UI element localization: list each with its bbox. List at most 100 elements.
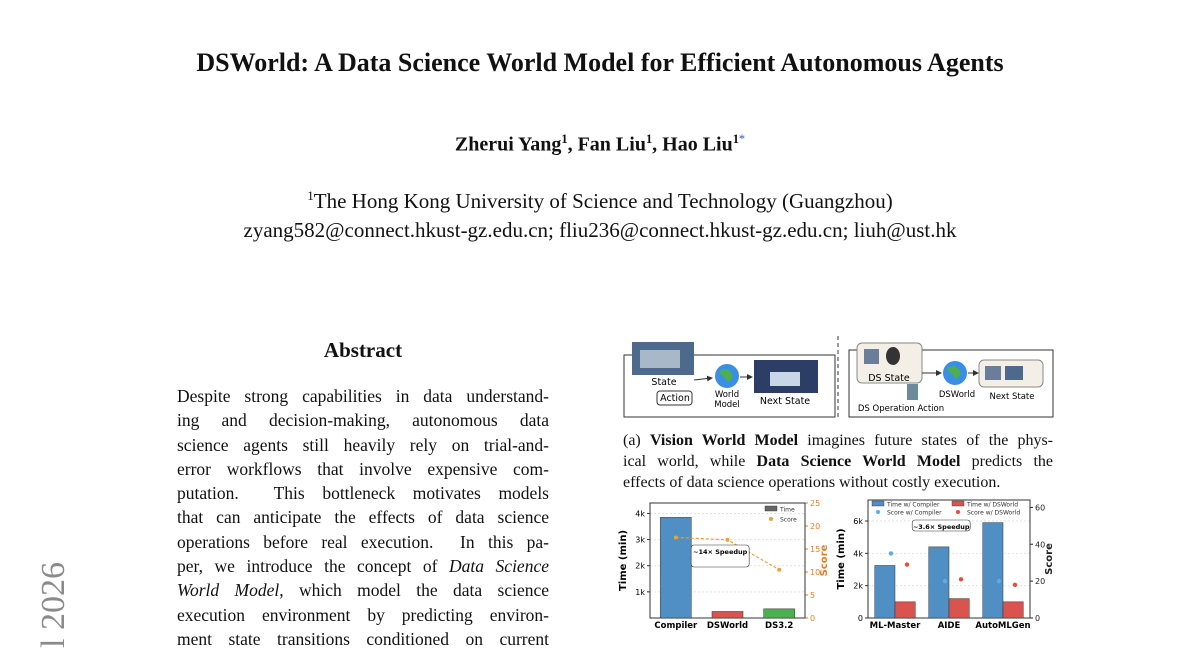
y2-tick-label: 20 <box>1035 577 1045 586</box>
legend-swatch <box>956 510 960 514</box>
author-name: Hao Liu <box>662 133 733 156</box>
text-run: ment state transitions conditioned on cu… <box>177 628 549 649</box>
emails: zyang582@connect.hkust-gz.edu.cn; fliu23… <box>243 218 957 242</box>
x-tick-label: DSWorld <box>707 621 748 631</box>
y2-tick-label: 10 <box>810 568 820 577</box>
text-run: effects of data science operations witho… <box>623 474 1001 491</box>
frame <box>623 354 836 418</box>
text-line: putation. This bottleneck motivates mode… <box>177 481 549 505</box>
y-tick-label: 4k <box>635 509 645 518</box>
line-point <box>777 567 782 572</box>
paper-title: DSWorld: A Data Science World Model for … <box>196 48 1004 77</box>
legend-label: Score w/ Compiler <box>887 510 942 517</box>
text-run: imagines future states of the phys- <box>798 432 1054 449</box>
bar <box>1002 601 1024 619</box>
label: DS Operation Action <box>858 404 944 414</box>
annotation: ~3.6× Speedup <box>913 523 970 531</box>
x-tick-label: Compiler <box>654 621 698 631</box>
y-tick-label: 0 <box>858 614 863 623</box>
globe-land <box>947 366 961 379</box>
text-run: ical world, while <box>623 453 757 470</box>
label: State <box>651 377 676 388</box>
text-run: Data Science World Model <box>756 453 961 470</box>
author-affiliation: 1 <box>561 132 568 146</box>
legend-swatch <box>951 500 965 507</box>
y-axis-label: Time (min) <box>618 530 629 591</box>
caption-a: (a) Vision World Model imagines future s… <box>623 430 1053 493</box>
image-detail <box>640 350 680 368</box>
legend-swatch <box>769 517 773 521</box>
y-tick-label: 6k <box>853 517 863 526</box>
legend-label: Score <box>780 517 797 524</box>
arrow <box>693 375 713 382</box>
legend-swatch <box>764 505 778 512</box>
text-run: (a) <box>623 432 650 449</box>
text-run: predicts the <box>960 453 1053 470</box>
label: Next State <box>760 396 810 407</box>
affiliation: 1The Hong Kong University of Science and… <box>0 188 1200 214</box>
bar <box>711 611 744 619</box>
y2-tick-label: 0 <box>1035 614 1040 623</box>
text-run: Despite strong capabilities in data unde… <box>177 386 549 406</box>
score-point <box>888 551 894 556</box>
text-run: that can anticipate the effects of data … <box>177 507 549 528</box>
x-tick-label: ML-Master <box>870 621 921 631</box>
text-line: ment state transitions conditioned on cu… <box>177 627 549 651</box>
bar <box>894 601 916 619</box>
bar <box>874 565 896 619</box>
x-tick-label: AIDE <box>938 621 961 631</box>
text-line: World Model, which model the data scienc… <box>177 578 549 602</box>
text-run: World Model <box>177 580 280 601</box>
text-line: science agents still heavily rely on tri… <box>177 433 549 457</box>
legend-label: Time w/ DSWorld <box>966 502 1018 509</box>
line-point <box>725 537 730 542</box>
author-separator: , <box>652 133 663 156</box>
y2-tick-label: 15 <box>810 545 820 554</box>
bar <box>982 522 1004 619</box>
diagram: State Action World Model Next State DS S… <box>623 336 1054 418</box>
author-name: Fan Liu <box>577 133 646 156</box>
y2-tick-label: 40 <box>1035 540 1045 549</box>
legend-label: Score w/ DSWorld <box>967 510 1020 517</box>
annotation: ~14× Speedup <box>693 548 748 556</box>
authors: Zherui Yang1, Fan Liu1, Hao Liu1* <box>0 132 1200 157</box>
author-separator: , <box>567 133 578 156</box>
y2-tick-label: 20 <box>810 522 820 531</box>
text-line: error workflows that involve expensive c… <box>177 457 549 481</box>
y2-axis-label: Score <box>1044 543 1055 575</box>
globe-land <box>719 369 733 382</box>
score-point <box>942 578 948 584</box>
text-run: Data Science <box>449 556 549 577</box>
text-run: operations before real execution. In thi… <box>177 531 549 552</box>
icon <box>886 347 900 365</box>
text-line: effects of data science operations witho… <box>623 472 1053 493</box>
label: DS State <box>868 373 910 384</box>
y-axis-label: Time (min) <box>836 528 847 589</box>
y2-tick-label: 60 <box>1035 503 1045 512</box>
corresponding-mark: * <box>738 132 746 146</box>
score-point <box>904 562 910 567</box>
y-tick-label: 1k <box>635 588 645 597</box>
y2-tick-label: 5 <box>810 591 815 600</box>
label: DSWorld <box>939 390 975 400</box>
text-line: ical world, while Data Science World Mod… <box>623 451 1053 472</box>
score-point <box>1012 582 1018 588</box>
line-point <box>673 535 678 540</box>
annotation-box <box>911 519 971 532</box>
bar <box>660 517 692 619</box>
text-run: ing and decision-making, autonomous data <box>177 410 549 431</box>
affiliation-name: The Hong Kong University of Science and … <box>313 189 893 213</box>
abstract-heading: Abstract <box>323 338 403 362</box>
text-line: that can anticipate the effects of data … <box>177 505 549 529</box>
label: Model <box>714 400 740 410</box>
legend-swatch <box>871 500 885 507</box>
text-run: , which model the data science <box>279 580 549 601</box>
y2-axis-label: Score <box>819 544 830 576</box>
text-run: putation. This bottleneck motivates mode… <box>177 483 549 504</box>
annotation-box <box>690 544 750 568</box>
y-tick-label: 2k <box>853 582 863 591</box>
text-run: Vision World Model <box>649 432 799 449</box>
author-affiliation: 1 <box>645 132 653 146</box>
label: World <box>715 390 739 400</box>
